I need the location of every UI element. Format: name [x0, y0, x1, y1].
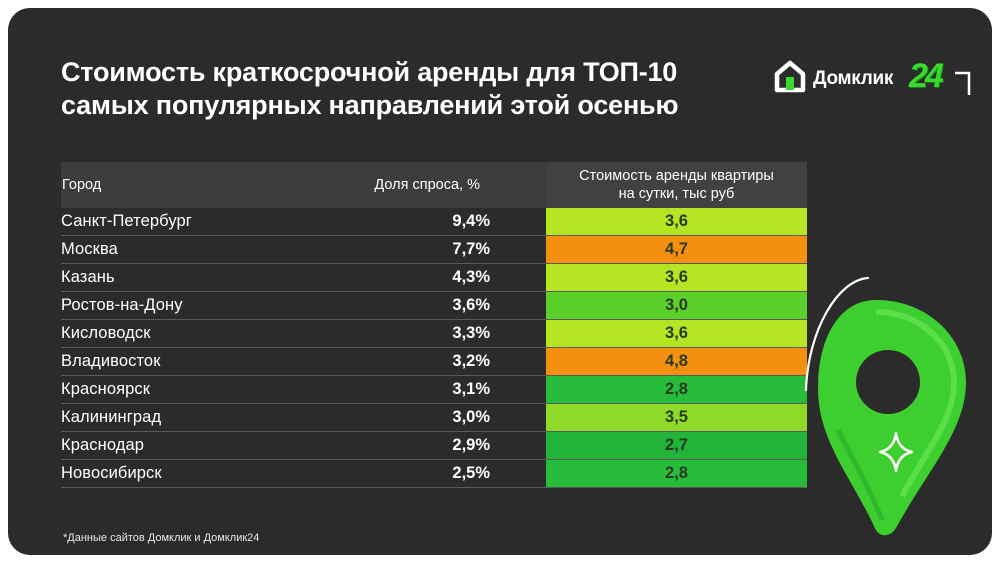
demand-share-cell: 3,6%	[361, 291, 546, 320]
rent-price-cell: 4,8	[546, 347, 807, 376]
demand-share-cell: 2,9%	[361, 431, 546, 460]
table-row: Краснодар 2,9% 2,7	[61, 431, 807, 460]
rent-price-cell: 4,7	[546, 235, 807, 264]
table-row: Санкт-Петербург 9,4% 3,6	[61, 208, 807, 236]
table-row: Кисловодск 3,3% 3,6	[61, 319, 807, 348]
city-cell: Кисловодск	[61, 319, 361, 348]
demand-share-cell: 4,3%	[361, 263, 546, 292]
title-line-2: самых популярных направлений этой осенью	[61, 90, 679, 120]
demand-share-cell: 2,5%	[361, 459, 546, 488]
city-cell: Красноярск	[61, 375, 361, 404]
footnote: *Данные сайтов Домклик и Домклик24	[63, 532, 260, 544]
demand-share-cell: 9,4%	[361, 208, 546, 236]
rent-price-cell: 3,0	[546, 291, 807, 320]
infographic-card: Стоимость краткосрочной аренды для ТОП-1…	[8, 8, 992, 555]
sparkle-icon	[878, 431, 914, 473]
rent-price-cell: 2,8	[546, 375, 807, 404]
table-row: Москва 7,7% 4,7	[61, 235, 807, 264]
demand-share-cell: 3,2%	[361, 347, 546, 376]
domclick24-logo: Домклик 24	[773, 55, 973, 105]
demand-share-cell: 3,3%	[361, 319, 546, 348]
table-row: Владивосток 3,2% 4,8	[61, 347, 807, 376]
city-cell: Казань	[61, 263, 361, 292]
title-line-1: Стоимость краткосрочной аренды для ТОП-1…	[61, 57, 678, 87]
header-price-line-2: на сутки, тыс руб	[618, 186, 735, 202]
table-row: Калининград 3,0% 3,5	[61, 403, 807, 432]
rent-price-cell: 2,7	[546, 431, 807, 460]
city-cell: Калининград	[61, 403, 361, 432]
header-share: Доля спроса, %	[361, 162, 546, 208]
table-row: Ростов-на-Дону 3,6% 3,0	[61, 291, 807, 320]
header-city: Город	[61, 162, 361, 208]
rent-price-cell: 3,6	[546, 208, 807, 236]
demand-share-cell: 3,0%	[361, 403, 546, 432]
table-header-row: Город Доля спроса, % Стоимость аренды кв…	[61, 162, 807, 208]
logo-text: Домклик	[813, 68, 894, 89]
location-pin-illustration	[804, 276, 966, 536]
page-title: Стоимость краткосрочной аренды для ТОП-1…	[61, 56, 679, 122]
rent-price-cell: 2,8	[546, 459, 807, 488]
rent-price-cell: 3,5	[546, 403, 807, 432]
decor-curve	[804, 276, 870, 392]
city-cell: Краснодар	[61, 431, 361, 460]
logo-arrow-icon	[955, 71, 971, 95]
pin-hole	[856, 350, 920, 414]
table-row: Новосибирск 2,5% 2,8	[61, 459, 807, 488]
table-row: Казань 4,3% 3,6	[61, 263, 807, 292]
house-icon	[774, 60, 806, 93]
city-cell: Ростов-на-Дону	[61, 291, 361, 320]
table-row: Красноярск 3,1% 2,8	[61, 375, 807, 404]
city-cell: Владивосток	[61, 347, 361, 376]
header-price: Стоимость аренды квартиры на сутки, тыс …	[546, 162, 807, 208]
rent-price-cell: 3,6	[546, 319, 807, 348]
city-cell: Новосибирск	[61, 459, 361, 488]
city-cell: Москва	[61, 235, 361, 264]
demand-share-cell: 3,1%	[361, 375, 546, 404]
pin-shape	[818, 300, 966, 536]
demand-share-cell: 7,7%	[361, 235, 546, 264]
header-price-line-1: Стоимость аренды квартиры	[579, 168, 774, 184]
city-cell: Санкт-Петербург	[61, 208, 361, 236]
rent-price-cell: 3,6	[546, 263, 807, 292]
logo-number: 24	[909, 57, 944, 95]
rental-table: Город Доля спроса, % Стоимость аренды кв…	[61, 162, 807, 488]
